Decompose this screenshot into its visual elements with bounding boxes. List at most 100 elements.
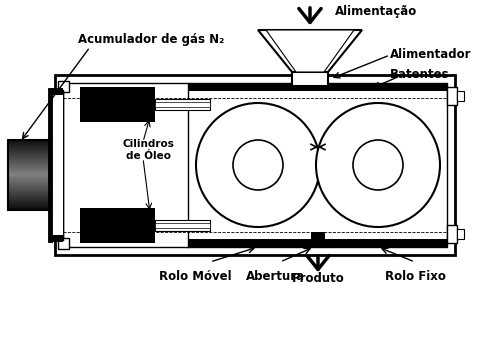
Bar [457,91,464,101]
Bar [8,140,50,210]
Bar [8,173,50,174]
Bar [8,178,50,179]
Bar [8,182,50,183]
Bar [8,198,50,199]
Bar [8,146,50,147]
Bar [8,141,50,142]
Bar [8,188,50,189]
Bar [8,184,50,185]
Bar [8,142,50,143]
Bar [8,196,50,197]
Bar [8,189,50,190]
Bar [8,197,50,198]
Bar [8,166,50,167]
Bar [8,157,50,158]
Bar [8,164,50,165]
Bar [8,202,50,203]
Circle shape [353,140,403,190]
Bar [58,81,69,92]
Bar [8,175,50,176]
Bar [8,201,50,202]
Bar [155,223,210,228]
Polygon shape [54,93,62,237]
Bar [8,209,50,210]
Text: Produto: Produto [292,272,344,285]
Bar [188,83,447,91]
Polygon shape [50,88,63,95]
Bar [8,162,50,163]
Bar [8,161,50,162]
Bar [8,176,50,177]
Bar [8,155,50,156]
Bar [8,171,50,172]
Bar [8,200,50,201]
Bar [80,208,155,243]
Bar [8,187,50,188]
Bar [447,87,457,105]
Bar [8,147,50,148]
Bar [8,150,50,151]
Bar [8,203,50,204]
Bar [8,208,50,209]
Bar [63,83,447,247]
Bar [8,144,50,145]
Bar [8,154,50,155]
Circle shape [196,103,320,227]
Bar [8,195,50,196]
Bar [8,149,50,150]
Bar [8,145,50,146]
Bar [8,192,50,193]
Bar [8,205,50,206]
Bar [8,158,50,159]
Text: Alimentador: Alimentador [390,49,471,62]
Bar [8,152,50,153]
Polygon shape [50,235,63,242]
Bar [292,72,328,86]
Bar [8,165,50,166]
Bar [80,87,155,122]
Bar [8,193,50,194]
Bar [8,170,50,171]
Bar [457,229,464,239]
Bar [188,239,447,247]
Bar [8,168,50,169]
Circle shape [233,140,283,190]
Bar [8,185,50,186]
Bar [8,206,50,207]
Bar [8,179,50,180]
Bar [311,232,325,247]
Bar [8,180,50,181]
Bar [8,167,50,168]
Bar [8,183,50,184]
Bar [8,172,50,173]
Bar [8,181,50,182]
Bar [8,143,50,144]
Bar [8,174,50,175]
Text: Alimentação: Alimentação [335,5,417,18]
Text: Cilindros
de Óleo: Cilindros de Óleo [122,139,174,161]
Bar [8,207,50,208]
Circle shape [316,103,440,227]
Text: Abertura: Abertura [246,270,304,283]
Text: Rolo Fixo: Rolo Fixo [384,270,446,283]
Bar [8,163,50,164]
Text: Batentes: Batentes [390,69,450,82]
Polygon shape [266,30,354,72]
Bar [8,191,50,192]
Text: Rolo Móvel: Rolo Móvel [158,270,232,283]
Bar [58,238,69,249]
Bar [8,151,50,152]
Bar [447,225,457,243]
Bar [55,75,455,255]
Bar [8,204,50,205]
Bar [8,169,50,170]
Bar [8,156,50,157]
Bar [8,148,50,149]
Polygon shape [258,30,362,72]
Bar [155,220,210,231]
Bar [8,160,50,161]
Bar [8,177,50,178]
Bar [8,194,50,195]
Text: Acumulador de gás N₂: Acumulador de gás N₂ [78,34,224,47]
Bar [8,190,50,191]
